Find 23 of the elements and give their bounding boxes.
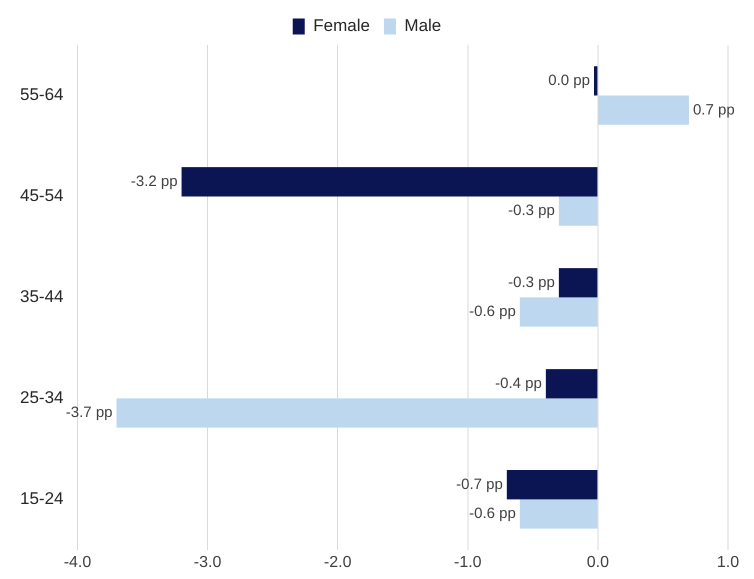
x-tick-label: -3.0 xyxy=(194,554,222,571)
y-tick-label: 55-64 xyxy=(20,85,64,104)
data-label: -0.6 pp xyxy=(469,505,516,522)
x-tick-label: -2.0 xyxy=(324,554,352,571)
y-tick-label: 35-44 xyxy=(20,287,64,306)
data-label: -3.2 pp xyxy=(130,172,178,190)
data-label: -0.7 pp xyxy=(456,476,503,493)
y-tick-label: 25-34 xyxy=(20,388,64,408)
x-tick-label: -1.0 xyxy=(454,554,482,571)
x-tick-label: 0.0 xyxy=(586,554,610,571)
data-label: -0.3 pp xyxy=(508,202,555,220)
y-tick-label: 45-54 xyxy=(20,186,64,206)
x-tick-label: 1.0 xyxy=(716,554,740,571)
data-label: -0.3 pp xyxy=(508,274,555,291)
legend-label: Female xyxy=(313,16,370,36)
data-label: 0.0 pp xyxy=(548,72,590,89)
y-tick-label: 15-24 xyxy=(20,489,64,508)
data-label: -0.4 pp xyxy=(495,374,542,392)
data-label: 0.7 pp xyxy=(692,101,735,118)
legend-label: Male xyxy=(404,16,442,36)
x-tick-label: -4.0 xyxy=(64,554,92,571)
data-label: -3.7 pp xyxy=(66,404,113,422)
data-label: -0.6 pp xyxy=(469,303,516,320)
